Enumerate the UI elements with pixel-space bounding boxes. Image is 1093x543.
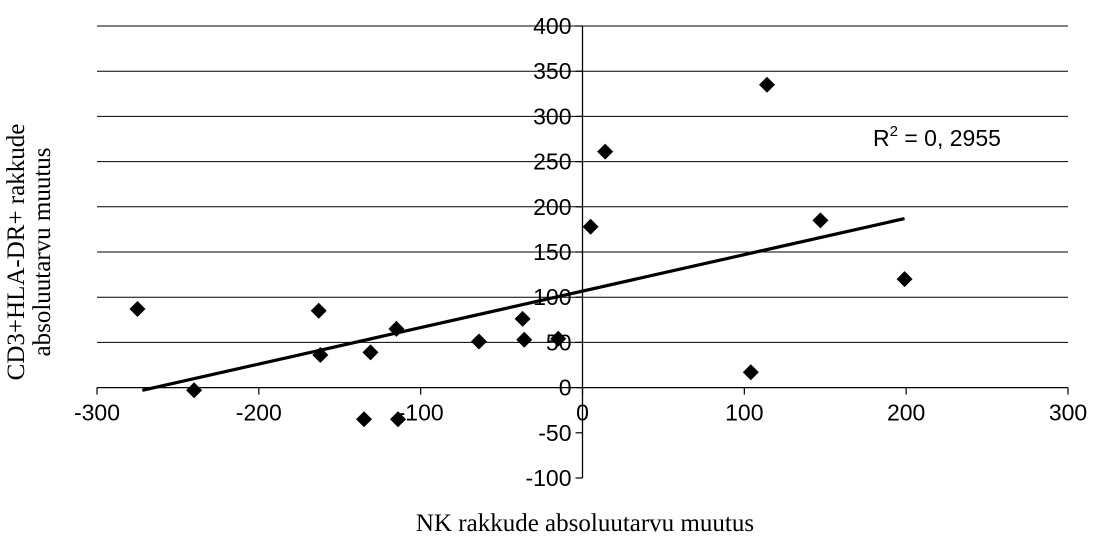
x-axis-title: NK rakkude absoluutarvu muutus (416, 510, 754, 537)
data-point (582, 218, 599, 235)
data-point (362, 344, 379, 361)
data-point (896, 271, 913, 288)
y-tick-label: 350 (533, 58, 571, 84)
y-tick-label: 300 (533, 103, 571, 129)
data-point (310, 302, 327, 319)
data-points (129, 76, 913, 428)
y-tick-label: 200 (533, 194, 571, 220)
y-axis-title-line-1: CD3+HLA-DR+ rakkude (3, 124, 30, 381)
x-tick-marks (96, 387, 1069, 395)
x-tick-label: 200 (887, 400, 925, 426)
x-tick-label: 100 (725, 400, 763, 426)
y-tick-label: -100 (525, 465, 571, 491)
data-point (388, 320, 405, 337)
data-point (129, 300, 146, 317)
y-tick-label: 250 (533, 149, 571, 175)
data-point (516, 331, 533, 348)
trendline (141, 216, 905, 392)
x-tick-label: 300 (1049, 400, 1087, 426)
x-tick-label: -100 (398, 400, 444, 426)
y-tick-labels: -100-50050100150200250300350400 (525, 13, 571, 491)
data-point (514, 310, 531, 327)
data-point (742, 364, 759, 381)
y-tick-label: 0 (559, 375, 572, 401)
data-point (390, 411, 407, 428)
y-tick-marks (575, 25, 583, 479)
r-squared-label: R2 = 0, 2955 (873, 123, 1001, 151)
x-tick-label: -200 (236, 400, 282, 426)
x-tick-label: 0 (576, 400, 589, 426)
y-tick-label: 400 (533, 13, 571, 39)
data-point (550, 330, 567, 347)
x-tick-label: -300 (74, 400, 120, 426)
data-point (812, 212, 829, 229)
y-axis-title-line-2: absoluutarvu muutus (29, 147, 56, 356)
y-tick-label: -50 (538, 420, 571, 446)
data-point (356, 411, 373, 428)
r-squared-label-base: R (873, 125, 890, 151)
data-point (597, 143, 614, 160)
r-squared-label-rest: = 0, 2955 (898, 125, 1001, 151)
data-point (758, 76, 775, 93)
y-tick-label: 150 (533, 239, 571, 265)
data-point (186, 382, 203, 399)
y-axis-title: CD3+HLA-DR+ rakkude absoluutarvu muutus (3, 124, 56, 381)
r-squared-label-sup: 2 (890, 123, 898, 140)
data-point (312, 347, 329, 364)
data-point (470, 333, 487, 350)
x-tick-labels: -300 -200 -100 0 100 200 300 (74, 400, 1087, 426)
